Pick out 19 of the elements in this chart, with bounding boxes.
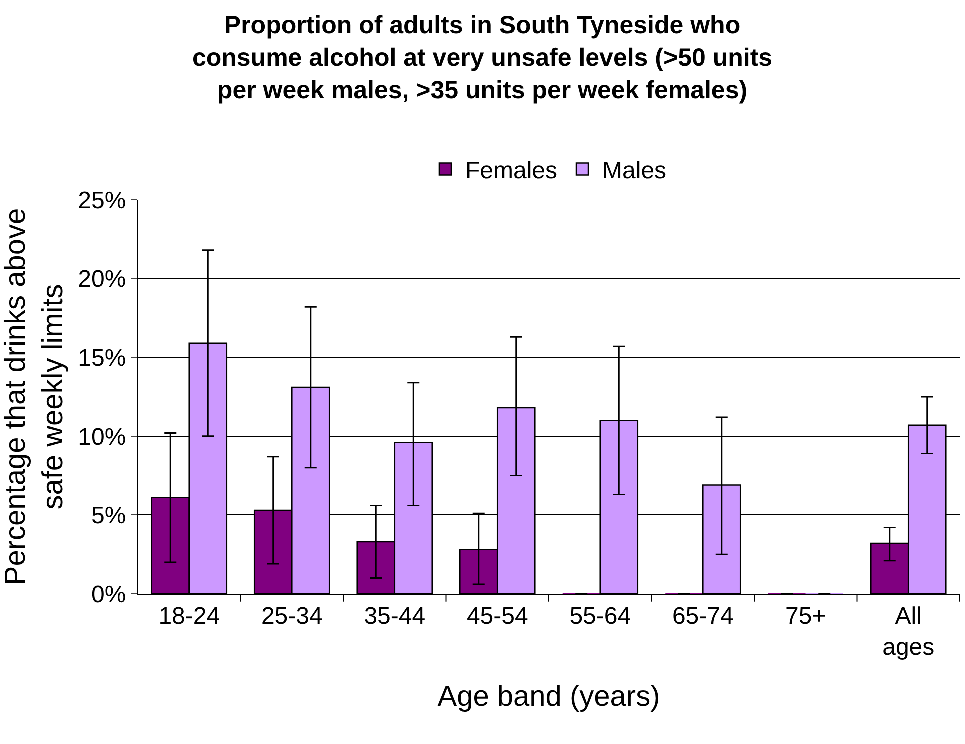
y-tick-label: 20% bbox=[78, 266, 126, 294]
legend-label: Males bbox=[602, 158, 667, 185]
x-axis-title: Age band (years) bbox=[438, 680, 660, 713]
x-tick-label: All ages bbox=[882, 602, 935, 661]
y-tick-label: 5% bbox=[92, 502, 126, 530]
x-tick-label: 75+ bbox=[786, 602, 826, 630]
chart-title: Proportion of adults in South Tyneside who consume alcohol at very unsafe levels (>50 units per week males, >35 units per week females) bbox=[192, 11, 773, 104]
y-axis-title: Percentage that drinks above safe weekly limits bbox=[0, 208, 70, 586]
y-tick-label: 0% bbox=[92, 581, 126, 608]
x-tick-label: 18-24 bbox=[158, 602, 220, 630]
y-tick-label: 10% bbox=[78, 424, 126, 451]
x-tick-label: 45-54 bbox=[466, 602, 528, 630]
y-tick-label: 15% bbox=[78, 345, 126, 372]
x-tick-label: 35-44 bbox=[364, 602, 426, 630]
x-tick-label: 25-34 bbox=[261, 602, 323, 630]
legend-label: Females bbox=[466, 158, 558, 185]
x-tick-label: 65-74 bbox=[672, 602, 734, 630]
y-tick-label: 25% bbox=[78, 187, 126, 214]
x-tick-label: 55-64 bbox=[570, 602, 632, 630]
